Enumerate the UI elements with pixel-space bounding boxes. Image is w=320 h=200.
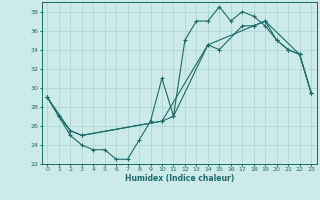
X-axis label: Humidex (Indice chaleur): Humidex (Indice chaleur): [124, 174, 234, 183]
